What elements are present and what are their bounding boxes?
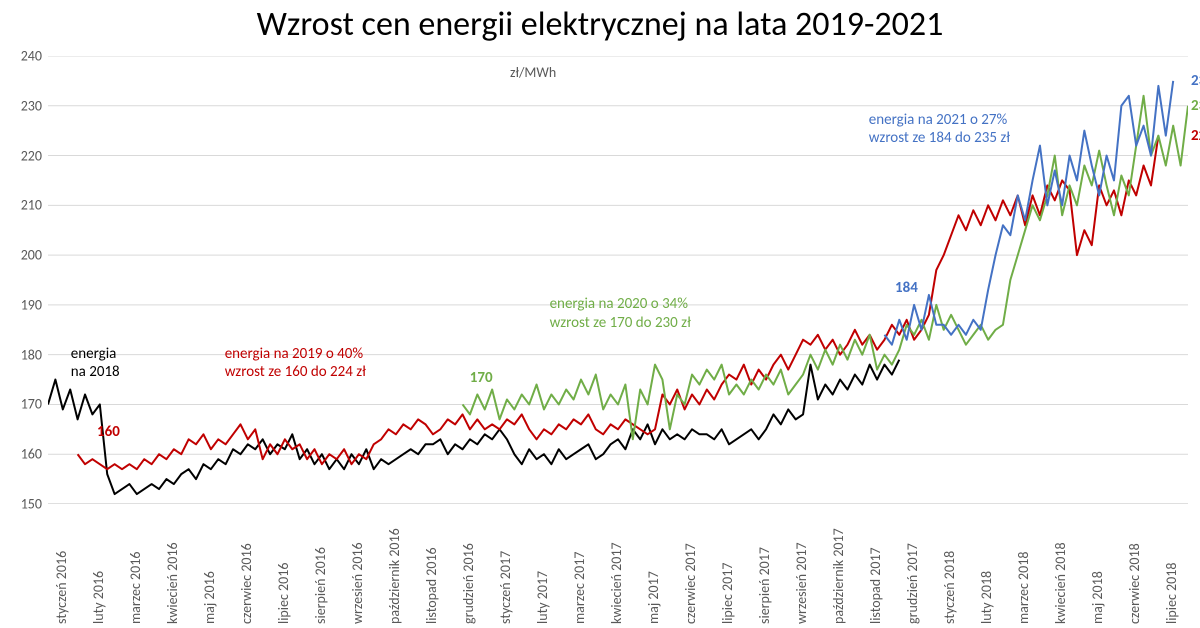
series-line: [463, 96, 1188, 439]
y-tick-label: 180: [2, 346, 42, 363]
y-tick-label: 150: [2, 496, 42, 513]
x-tick-label: kwiecień 2018: [1052, 542, 1069, 624]
x-tick-label: sierpień 2017: [756, 547, 773, 624]
x-tick-label: kwiecień 2016: [164, 542, 181, 624]
x-tick-label: czerwiec 2017: [682, 543, 699, 624]
chart-annotation: energia na 2020 o 34%wzrost ze 170 do 23…: [550, 295, 691, 333]
value-callout: 184: [895, 279, 918, 297]
x-tick-label: grudzień 2017: [904, 543, 921, 624]
x-tick-label: luty 2017: [534, 571, 551, 624]
x-tick-label: lipiec 2017: [719, 563, 736, 624]
x-tick-label: marzec 2017: [571, 552, 588, 624]
x-tick-label: styczeń 2016: [53, 551, 70, 624]
x-tick-label: styczeń 2018: [941, 551, 958, 624]
series-end-label: 235: [1191, 72, 1200, 90]
x-tick-label: luty 2016: [90, 571, 107, 624]
x-tick-label: maj 2017: [645, 571, 662, 624]
y-tick-label: 200: [2, 247, 42, 264]
value-callout: 160: [97, 423, 120, 441]
x-tick-label: listopad 2017: [867, 547, 884, 624]
chart-plot: [48, 56, 1188, 504]
x-tick-label: maj 2016: [201, 571, 218, 624]
y-tick-label: 240: [2, 48, 42, 65]
x-tick-label: kwiecień 2017: [608, 542, 625, 624]
x-tick-label: marzec 2018: [1015, 552, 1032, 624]
y-tick-label: 170: [2, 396, 42, 413]
value-callout: 170: [470, 369, 493, 387]
x-tick-label: wrzesień 2017: [793, 542, 810, 624]
chart-annotation: energia na 2021 o 27%wzrost ze 184 do 23…: [869, 111, 1010, 149]
x-tick-label: czerwiec 2016: [238, 543, 255, 624]
chart-title: Wzrost cen energii elektrycznej na lata …: [0, 4, 1200, 45]
y-tick-label: 230: [2, 97, 42, 114]
series-end-label: 224: [1191, 127, 1200, 145]
x-tick-label: sierpień 2016: [312, 547, 329, 624]
x-tick-label: luty 2018: [978, 571, 995, 624]
y-tick-label: 190: [2, 296, 42, 313]
x-tick-label: czerwiec 2018: [1126, 543, 1143, 624]
x-tick-label: maj 2018: [1089, 571, 1106, 624]
y-tick-label: 160: [2, 446, 42, 463]
series-end-label: 230: [1191, 97, 1200, 115]
x-tick-label: październik 2016: [386, 528, 403, 624]
y-tick-label: 220: [2, 147, 42, 164]
x-tick-label: październik 2017: [830, 528, 847, 624]
x-tick-label: lipiec 2018: [1163, 563, 1180, 624]
x-tick-label: styczeń 2017: [497, 551, 514, 624]
chart-container: Wzrost cen energii elektrycznej na lata …: [0, 0, 1200, 628]
x-tick-label: lipiec 2016: [275, 563, 292, 624]
x-tick-label: marzec 2016: [127, 552, 144, 624]
unit-label: zł/MWh: [510, 64, 556, 81]
chart-annotation: energiana 2018: [71, 345, 120, 383]
x-tick-label: listopad 2016: [423, 547, 440, 624]
y-tick-label: 210: [2, 197, 42, 214]
x-tick-label: wrzesień 2016: [349, 542, 366, 624]
chart-annotation: energia na 2019 o 40%wzrost ze 160 do 22…: [225, 345, 366, 383]
x-tick-label: grudzień 2016: [460, 543, 477, 624]
